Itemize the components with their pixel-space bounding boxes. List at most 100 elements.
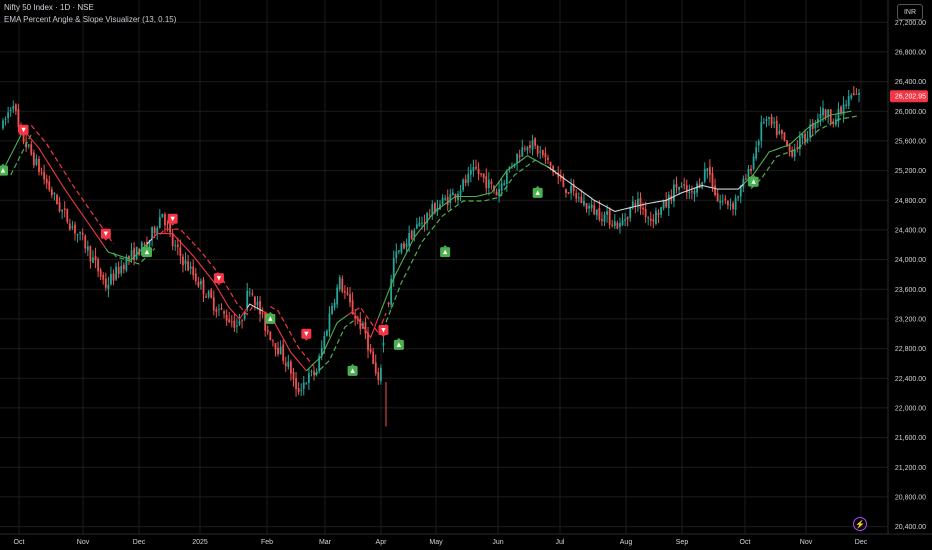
candle-body	[410, 230, 413, 240]
signal-markers	[0, 124, 759, 376]
candle-body	[732, 203, 734, 209]
candle-body	[649, 218, 652, 221]
candle-body	[390, 278, 393, 305]
candle-body	[251, 293, 254, 295]
signal-pointer	[350, 363, 355, 366]
candle-body	[277, 347, 279, 355]
candle-body	[269, 331, 272, 341]
candle-body	[274, 343, 277, 350]
candle-body	[572, 183, 575, 192]
signal-pointer	[216, 283, 221, 286]
price-tick-label: 24,800.00	[895, 198, 926, 205]
candle-body	[297, 388, 300, 393]
candle-body	[14, 104, 17, 111]
candle-body	[307, 373, 310, 383]
candle-body	[169, 222, 171, 233]
time-tick-label: Dec	[855, 539, 868, 546]
candle-body	[189, 266, 192, 269]
signal-pointer	[443, 245, 448, 248]
indicator-title[interactable]: EMA Percent Angle & Slope Visualizer (13…	[4, 15, 177, 24]
candle-body	[300, 390, 303, 391]
candle-body	[97, 259, 100, 272]
candle-body	[570, 185, 572, 194]
candle-body	[192, 266, 195, 276]
time-tick-label: Mar	[319, 539, 332, 546]
candle-body	[850, 95, 853, 99]
candle-body	[176, 244, 179, 248]
candle-body	[613, 221, 616, 227]
candle-body	[431, 203, 434, 216]
time-tick-label: Feb	[261, 539, 273, 546]
lightning-icon[interactable]: ⚡	[853, 517, 867, 531]
price-tick-label: 23,200.00	[895, 316, 926, 323]
candle-body	[372, 351, 375, 364]
signal-pointer	[268, 311, 273, 314]
signal-pointer	[751, 174, 756, 177]
candle-body	[541, 149, 544, 156]
candle-body	[780, 129, 783, 134]
candle-body	[302, 382, 305, 389]
candle-body	[816, 118, 819, 123]
candle-body	[241, 319, 243, 321]
buy-signal-marker	[748, 174, 759, 187]
candle-body	[536, 146, 539, 154]
candle-body	[639, 198, 642, 209]
candle-body	[148, 240, 151, 247]
candle-body	[791, 151, 794, 157]
candle-body	[798, 136, 801, 149]
sell-signal-marker	[167, 213, 178, 226]
candle-body	[809, 124, 812, 137]
price-axis[interactable]: 20,400.00 20,800.00 21,200.00 21,600.00 22,0…	[895, 20, 926, 531]
time-axis[interactable]: Oct Nov Dec 2025 Feb Mar Apr May Jun Jul Aug Sep Oct…	[14, 539, 868, 546]
time-tick-label: Jun	[492, 539, 503, 546]
candle-body	[719, 200, 722, 203]
candle-body	[408, 232, 411, 246]
candle-body	[279, 346, 282, 355]
price-tick-label: 27,200.00	[895, 20, 926, 27]
candle-body	[248, 291, 251, 293]
candle-body	[644, 208, 647, 217]
candle-body	[58, 201, 61, 212]
candle-body	[516, 153, 519, 163]
candle-body	[230, 321, 233, 323]
candle-body	[305, 383, 308, 385]
price-tick-label: 26,000.00	[895, 109, 926, 116]
price-tick-label: 21,600.00	[895, 435, 926, 442]
candle-body	[729, 204, 732, 206]
arrow-up-icon	[442, 249, 448, 255]
candle-body	[480, 173, 483, 175]
time-tick-label: Oct	[740, 539, 751, 546]
price-tick-label: 22,800.00	[895, 346, 926, 353]
grid	[0, 0, 888, 534]
sell-signal-marker	[301, 328, 312, 341]
candle-body	[210, 289, 213, 298]
candle-body	[32, 152, 35, 166]
candle-body	[657, 212, 660, 216]
candle-body	[601, 219, 603, 221]
ema-segment-flat	[146, 238, 153, 245]
candle-body	[359, 318, 362, 330]
candle-body	[624, 219, 626, 221]
candle-body	[369, 348, 372, 353]
arrow-up-icon	[144, 249, 150, 255]
candle-body	[38, 159, 40, 172]
candle-body	[30, 144, 33, 155]
candle-body	[786, 140, 788, 147]
candle-body	[418, 222, 421, 227]
candle-body	[110, 274, 112, 285]
candle-body	[397, 250, 400, 252]
candle-body	[382, 342, 385, 346]
candle-body	[531, 140, 534, 150]
candle-body	[233, 320, 236, 328]
candle-body	[775, 120, 778, 136]
candle-body	[66, 208, 69, 222]
candle-body	[822, 108, 824, 116]
candle-body	[840, 106, 842, 113]
currency-button[interactable]: INR	[897, 4, 923, 20]
candle-body	[156, 228, 159, 235]
symbol-title[interactable]: Nifty 50 Index · 1D · NSE	[4, 3, 94, 12]
ema-dashed-up	[313, 319, 356, 376]
candle-body	[806, 138, 809, 141]
candle-body	[819, 113, 822, 119]
